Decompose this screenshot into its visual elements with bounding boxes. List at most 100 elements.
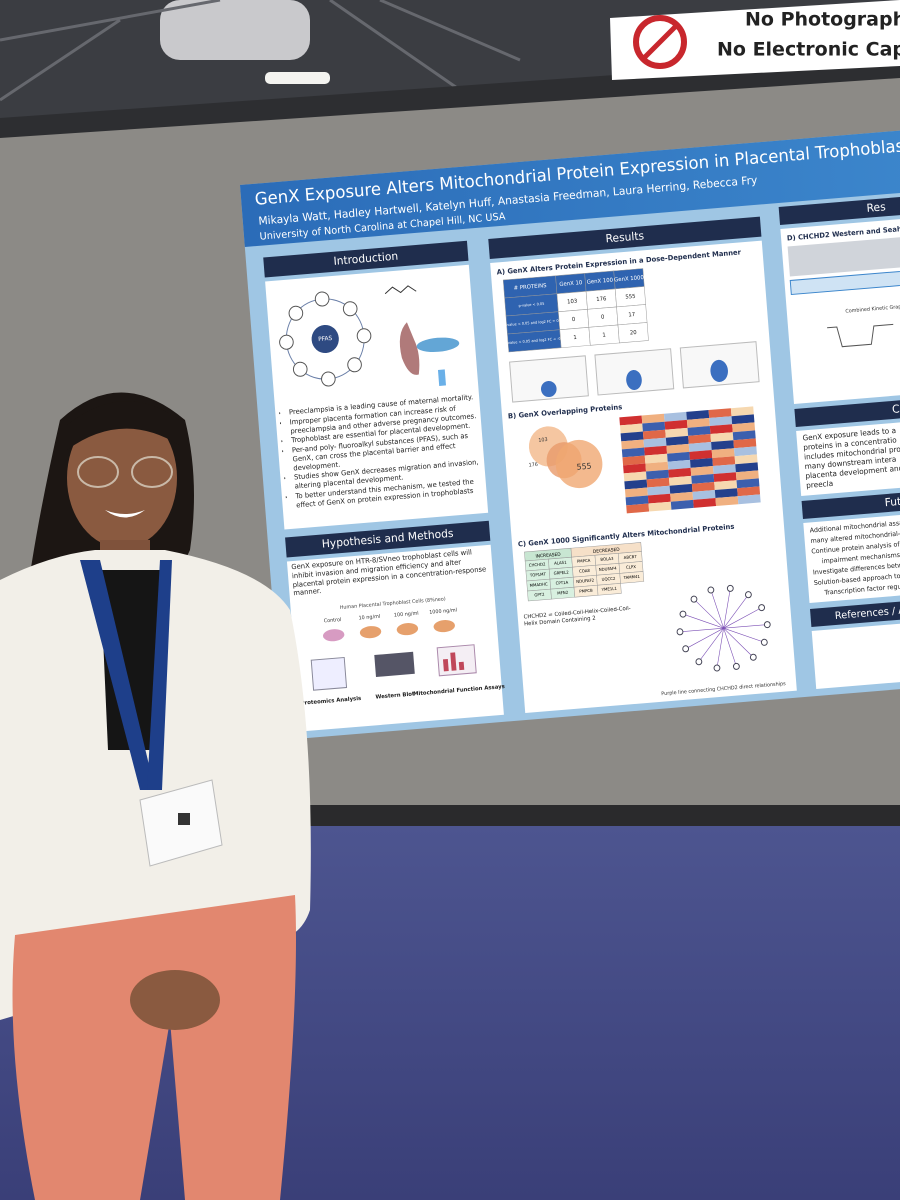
table-text: GenX 100 (587, 277, 614, 285)
network-node (763, 621, 771, 629)
heatmap-cell (690, 458, 713, 468)
method-label: Western Blot (375, 691, 415, 700)
table-text: p-value < 0.05 and log2 FC > 0.5 (504, 318, 563, 327)
section-heading: References / Ack (835, 604, 900, 622)
heatmap-cell (645, 461, 669, 472)
table-text: DECREASED (593, 547, 621, 555)
network-node (745, 591, 752, 599)
network-edge (698, 628, 724, 662)
table-text: p-value < 0.05 and log2 FC < -0.5 (504, 336, 564, 345)
method-graphics (310, 644, 477, 691)
heatmap-cell (688, 434, 712, 444)
heading-bar (810, 596, 900, 627)
table-text: CPT1A (555, 580, 568, 586)
hands (130, 970, 220, 1030)
table-text: MMADHC (530, 581, 549, 588)
network-node (707, 586, 715, 594)
network-edge (716, 628, 724, 669)
heatmap-cell (666, 443, 690, 454)
network-node (758, 604, 766, 612)
table-text: INCREASED (535, 552, 561, 560)
heatmap-cell (665, 435, 689, 446)
heatmap-cell (670, 491, 694, 502)
note-box (789, 268, 900, 296)
heatmap-cell (689, 450, 713, 460)
table-text: 176 (596, 296, 607, 303)
section-heading: Results (605, 229, 645, 245)
network-edge (723, 627, 765, 643)
heatmap-cell (691, 482, 715, 492)
heatmap-cell (734, 446, 757, 457)
heading-bar (263, 240, 469, 278)
network-edge (723, 607, 762, 629)
heatmap-cell (670, 499, 694, 510)
kinetic-curve (827, 323, 894, 348)
heatmap-cell (642, 429, 666, 440)
intro-text: Preeclampsia is a leading cause of mater… (279, 393, 486, 527)
heatmap-cell (668, 467, 692, 478)
venn-label: 103 (538, 437, 548, 444)
heatmap-cell (691, 474, 715, 484)
heatmap-cell (735, 470, 759, 481)
table-text: # PROTEINS (513, 283, 547, 292)
table-text: BOLA3 (600, 556, 614, 562)
well (359, 626, 382, 639)
heatmap-cell (648, 501, 672, 512)
table-text: NDUFAF2 (576, 577, 595, 584)
sign-line: No Electronic Cap (717, 39, 900, 61)
heatmap-cell (668, 475, 692, 486)
network-node (676, 628, 684, 636)
dose-label: Control (324, 617, 342, 625)
table-text: CLPX (626, 564, 637, 570)
panel (803, 510, 900, 603)
heatmap-cell (664, 419, 688, 430)
table-text: 0 (572, 317, 576, 323)
table-cell (617, 322, 649, 344)
duct (160, 0, 310, 60)
heatmap-cell (623, 471, 647, 482)
section-heading: Conc (892, 401, 900, 416)
heatmap-cell (709, 416, 733, 427)
heatmap-cell (730, 406, 754, 417)
person (0, 392, 311, 1200)
network-node (695, 658, 703, 666)
heatmap-cell (686, 418, 710, 428)
heatmap-cell (708, 408, 732, 419)
heatmap-cell (732, 422, 756, 433)
network-edge (679, 627, 724, 633)
sign-line: No Photograph (745, 9, 900, 31)
network-node (682, 645, 690, 653)
trusses (0, 0, 521, 102)
venn (528, 426, 603, 489)
method-label: Proteomics Analysis (301, 696, 362, 707)
graphic-label: PFAS (318, 336, 333, 343)
heatmap-cell (735, 462, 759, 473)
heatmap-cell (690, 466, 714, 476)
network-edge (723, 627, 754, 658)
heatmap-cell (711, 448, 735, 459)
table-text: ABCB7 (624, 554, 638, 560)
table-text: 20 (630, 330, 638, 337)
table-cell (597, 583, 622, 596)
top (100, 570, 168, 750)
table-text: 1 (573, 335, 577, 341)
table-text: GPT2 (534, 592, 545, 598)
network-edge (693, 598, 724, 629)
heatmap-cell (665, 427, 689, 438)
table-cell (619, 571, 645, 584)
heatmap-cell (732, 430, 756, 441)
pfas-graphic (279, 285, 460, 387)
heatmap-cell (712, 456, 736, 467)
table-text: GRPEL2 (553, 569, 569, 575)
heatmap-cell (646, 469, 669, 480)
network-edge (723, 594, 749, 629)
heatmap-cell (621, 447, 645, 458)
heatmap-cell (736, 478, 760, 489)
heatmap-cell (714, 480, 738, 491)
smile (105, 510, 145, 518)
heatmap-cell (711, 440, 735, 451)
table-text: PMPCB (579, 588, 593, 594)
sign: No Photograph No Electronic Cap (610, 0, 900, 80)
dose-label: 100 ng/ml (394, 611, 419, 619)
